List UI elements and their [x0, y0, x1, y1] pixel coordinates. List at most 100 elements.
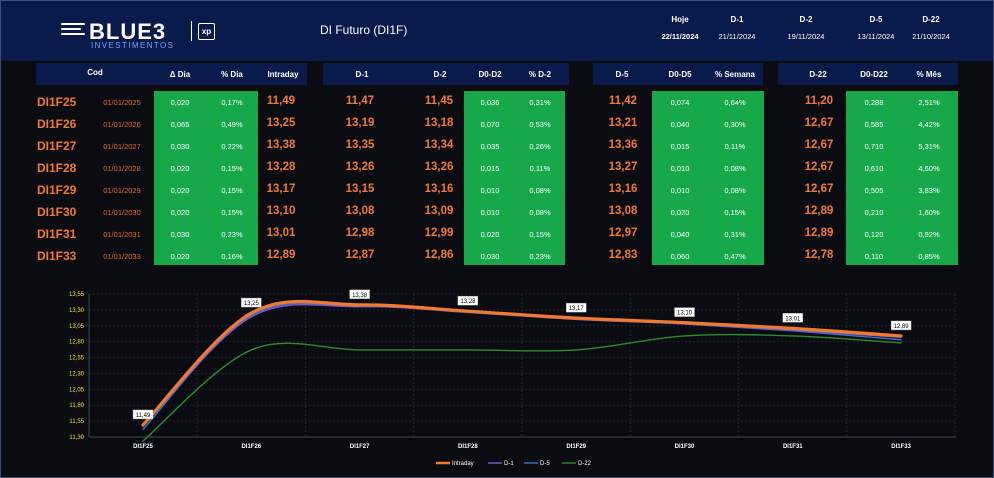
col-header-pct-d2[interactable]: % D-2 [528, 70, 552, 79]
data-label-box [132, 409, 154, 420]
cell-vencimento: 01/01/2033 [103, 252, 141, 261]
cell-pct-semana: 0,30% [724, 120, 746, 129]
data-label-box [241, 297, 262, 308]
cell-pct-d2: 0,15% [529, 230, 551, 239]
brand-name: BLUE3 [89, 19, 167, 44]
cell-pct-semana: 0,15% [724, 208, 746, 217]
green-block-d2 [464, 91, 565, 265]
cell-cod: DI1F25 [37, 95, 77, 109]
cell-pct-dia: 0,49% [221, 120, 243, 129]
column-header-bar: Cod Δ Dia % Dia Intraday D-1 D-2 D0-D2 %… [0, 63, 994, 85]
col-header-d22[interactable]: D-22 [809, 70, 827, 79]
col-header-d0d22[interactable]: D0-D22 [860, 70, 888, 79]
y-tick-label: 12,55 [69, 356, 85, 362]
cell-delta-dia: 0,030 [170, 142, 190, 151]
cell-d5: 12,83 [608, 249, 638, 261]
colbar-segment-4 [778, 63, 958, 85]
cell-d1: 13,26 [345, 161, 375, 173]
colbar-segment-2 [323, 63, 569, 85]
cell-pct-mes: 0,85% [918, 252, 940, 261]
cell-intraday: 13,28 [266, 161, 296, 173]
green-block-mes [846, 91, 958, 265]
legend-label: D-5 [540, 461, 550, 467]
col-header-cod[interactable]: Cod [87, 68, 103, 77]
col-header-delta-dia[interactable]: Δ Dia [169, 70, 191, 79]
cell-d2: 13,18 [424, 117, 454, 129]
brand-subtitle: INVESTIMENTOS [91, 41, 175, 50]
cell-pct-semana: 0,11% [724, 142, 746, 151]
y-tick-label: 11,30 [69, 435, 84, 441]
date-value-d5: 13/11/2024 [857, 32, 895, 41]
cell-d22: 12,89 [804, 205, 834, 217]
cell-pct-dia: 0,15% [221, 208, 243, 217]
cell-delta-dia: 0,020 [170, 208, 190, 217]
cell-pct-d2: 0,23% [529, 252, 551, 261]
cell-pct-d2: 0,08% [529, 186, 551, 195]
col-header-d1[interactable]: D-1 [355, 70, 369, 79]
y-tick-label: 11,55 [69, 419, 84, 425]
data-label: 13,25 [244, 301, 260, 307]
cell-d2: 12,99 [424, 227, 454, 239]
cell-d22: 12,78 [804, 249, 834, 261]
x-tick-label: DI1F33 [891, 444, 911, 450]
col-header-intraday[interactable]: Intraday [267, 70, 299, 79]
cell-pct-dia: 0,16% [221, 252, 243, 261]
cell-delta-dia: 0,020 [170, 252, 190, 261]
cell-pct-mes: 4,42% [918, 120, 940, 129]
cell-pct-dia: 0,22% [221, 142, 243, 151]
legend-label: D-22 [578, 461, 592, 467]
cell-d0d2: 0,010 [480, 186, 500, 195]
page-title: DI Futuro (DI1F) [320, 23, 408, 37]
data-label-box [457, 295, 479, 306]
cell-intraday: 13,25 [266, 117, 296, 129]
cell-pct-semana: 0,64% [724, 98, 746, 107]
col-header-pct-dia[interactable]: % Dia [221, 70, 243, 79]
yield-curve-chart: 13,55 13,30 13,05 12,80 12,55 12,30 12,05 11,80… [69, 289, 956, 467]
y-tick-label: 12,05 [69, 387, 85, 393]
col-header-d2[interactable]: D-2 [433, 70, 447, 79]
x-tick-label: DI1F26 [241, 444, 261, 450]
cell-pct-mes: 1,60% [918, 208, 940, 217]
blue3-logo: BLUE3 INVESTIMENTOS xp [61, 19, 231, 53]
data-label-box [674, 307, 695, 317]
cell-d0d5: 0,020 [670, 208, 690, 217]
data-label: 13,28 [460, 299, 476, 305]
col-header-d5[interactable]: D-5 [615, 70, 629, 79]
cell-d1: 11,47 [345, 95, 375, 107]
cell-d5: 12,97 [608, 227, 638, 239]
cell-pct-d2: 0,08% [529, 208, 551, 217]
y-tick-label: 12,80 [69, 340, 85, 346]
cell-pct-mes: 4,60% [918, 164, 940, 173]
x-tick-label: DI1F31 [783, 444, 803, 450]
legend-label: D-1 [504, 461, 514, 467]
cell-cod: DI1F30 [37, 205, 77, 219]
x-tick-label: DI1F30 [675, 444, 695, 450]
col-header-pct-semana[interactable]: % Semana [714, 70, 756, 79]
cell-d2: 13,16 [424, 183, 454, 195]
col-header-pct-mes[interactable]: % Mês [916, 70, 942, 79]
cell-d0d2: 0,020 [480, 230, 500, 239]
cell-vencimento: 01/01/2027 [103, 142, 141, 151]
data-label-box [566, 302, 587, 313]
x-tick-label: DI1F27 [350, 444, 370, 450]
date-label-d1: D-1 [730, 15, 744, 24]
cell-vencimento: 01/01/2031 [103, 230, 141, 239]
date-label-d22: D-22 [922, 15, 940, 24]
cell-pct-mes: 5,31% [918, 142, 940, 151]
cell-pct-semana: 0,31% [724, 230, 746, 239]
cell-d0d5: 0,010 [670, 164, 690, 173]
cell-d0d5: 0,060 [670, 252, 690, 261]
cell-pct-dia: 0,15% [221, 186, 243, 195]
col-header-d0d5[interactable]: D0-D5 [668, 70, 692, 79]
data-label-box [890, 320, 912, 331]
cell-d1: 12,98 [345, 227, 375, 239]
cell-pct-dia: 0,15% [221, 164, 243, 173]
cell-vencimento: 01/01/2026 [103, 120, 141, 129]
col-header-d0d2[interactable]: D0-D2 [478, 70, 502, 79]
data-label-box [349, 289, 370, 300]
data-label: 11,49 [136, 413, 151, 419]
cell-d22: 11,20 [804, 95, 834, 107]
date-label-d2: D-2 [799, 15, 813, 24]
cell-d22: 12,89 [804, 227, 834, 239]
cell-intraday: 11,49 [266, 95, 296, 107]
